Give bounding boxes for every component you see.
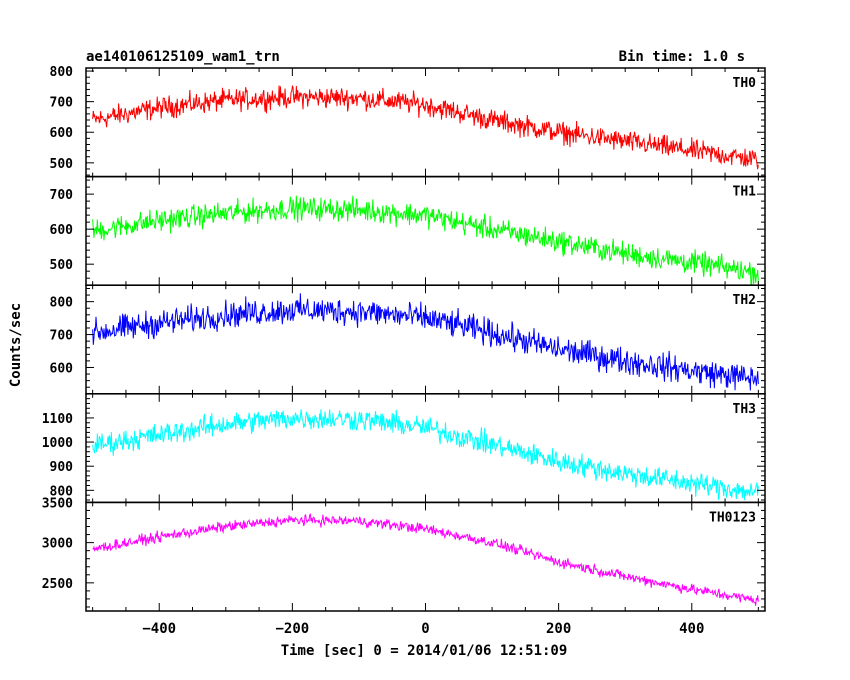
panel-th2: 600 700 800 TH2 bbox=[50, 284, 766, 395]
y-tick-label: 800 bbox=[50, 296, 74, 311]
x-axis: −400 −200 0 200 400 bbox=[142, 621, 704, 637]
y-tick-label: 800 bbox=[50, 484, 74, 499]
panel-th1: 500 600 700 TH1 bbox=[50, 175, 766, 286]
chart-title: ae140106125109_wam1_trn bbox=[86, 49, 280, 65]
y-tick-label: 500 bbox=[50, 258, 74, 273]
panel-frame bbox=[85, 284, 766, 395]
y-tick-label: 3500 bbox=[42, 496, 73, 511]
panel-name-label: TH1 bbox=[733, 185, 757, 200]
y-tick-label: 500 bbox=[50, 157, 74, 172]
panel-th3: 800 900 1000 1100 TH3 bbox=[42, 393, 766, 504]
y-tick-label: 3000 bbox=[42, 537, 73, 552]
y-tick-label: 600 bbox=[50, 223, 74, 238]
series-line-th1 bbox=[92, 195, 759, 286]
x-tick-label: 0 bbox=[421, 621, 429, 637]
y-tick-label: 700 bbox=[50, 96, 74, 111]
x-tick-label: −400 bbox=[142, 621, 176, 637]
panel-name-label: TH2 bbox=[733, 293, 756, 308]
series-line-th0123 bbox=[92, 513, 759, 606]
x-tick-label: −200 bbox=[276, 621, 310, 637]
series-line-th2 bbox=[92, 293, 759, 391]
panel-frame bbox=[85, 67, 766, 178]
panel-frame bbox=[85, 501, 766, 612]
y-axis-label: Counts/sec bbox=[8, 303, 24, 387]
y-tick-label: 600 bbox=[50, 126, 74, 141]
panel-th0: 500 600 700 800 TH0 bbox=[50, 65, 766, 178]
y-tick-label: 700 bbox=[50, 329, 74, 344]
y-tick-label: 900 bbox=[50, 460, 74, 475]
series-line-th3 bbox=[92, 409, 759, 501]
x-tick-label: 200 bbox=[546, 621, 571, 637]
y-tick-label: 2500 bbox=[42, 577, 73, 592]
y-tick-label: 800 bbox=[50, 65, 74, 80]
y-tick-label: 1000 bbox=[42, 436, 73, 451]
series-line-th0 bbox=[92, 84, 759, 170]
x-tick-label: 400 bbox=[679, 621, 704, 637]
y-tick-label: 700 bbox=[50, 188, 74, 203]
bin-time-label: Bin time: 1.0 s bbox=[619, 49, 745, 65]
panel-frame bbox=[85, 393, 766, 504]
y-tick-label: 1100 bbox=[42, 412, 73, 427]
panels: 500 600 700 800 TH0 500 600 700 TH1 600 700 800 TH2 8… bbox=[42, 65, 766, 612]
panel-th0123: 2500 3000 3500 TH0123 bbox=[42, 496, 766, 612]
x-axis-label: Time [sec] 0 = 2014/01/06 12:51:09 bbox=[281, 643, 568, 659]
panel-name-label: TH0 bbox=[733, 76, 757, 91]
panel-name-label: TH0123 bbox=[709, 510, 756, 525]
panel-name-label: TH3 bbox=[733, 402, 756, 417]
y-tick-label: 600 bbox=[50, 361, 74, 376]
panel-frame bbox=[85, 175, 766, 286]
